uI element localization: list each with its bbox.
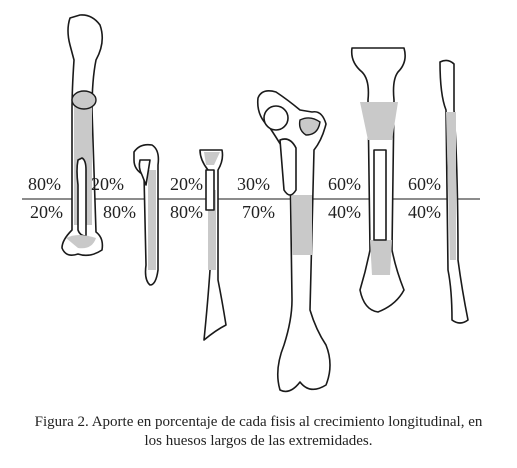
- bone-growth-diagram: 80% 20% 20% 80% 20% 80% 30% 70% 60% 40% …: [22, 14, 480, 393]
- femur-bone: [256, 90, 331, 393]
- forearm-bone-left: [133, 143, 160, 286]
- bone-2-lower-percent: 80%: [103, 202, 136, 222]
- bone-6-lower-percent: 40%: [408, 202, 441, 222]
- caption-line-2: los huesos largos de las extremidades.: [144, 433, 373, 449]
- bone-6-upper-percent: 60%: [408, 174, 441, 194]
- bone-5-lower-percent: 40%: [328, 202, 361, 222]
- fibula-bone: [439, 59, 469, 324]
- forearm-bone-right: [199, 149, 227, 341]
- bone-5-upper-percent: 60%: [328, 174, 361, 194]
- bone-3-lower-percent: 80%: [170, 202, 203, 222]
- bone-4-upper-percent: 30%: [237, 174, 270, 194]
- bone-3-upper-percent: 20%: [170, 174, 203, 194]
- bone-1-lower-percent: 20%: [30, 202, 63, 222]
- bone-2-upper-percent: 20%: [91, 174, 124, 194]
- caption-line-1: Figura 2. Aporte en porcentaje de cada f…: [34, 414, 483, 430]
- figure-caption: Figura 2. Aporte en porcentaje de cada f…: [0, 413, 517, 451]
- bone-1-upper-percent: 80%: [28, 174, 61, 194]
- humerus-bone: [61, 14, 104, 257]
- bone-4-lower-percent: 70%: [242, 202, 275, 222]
- tibia-bone: [350, 47, 406, 313]
